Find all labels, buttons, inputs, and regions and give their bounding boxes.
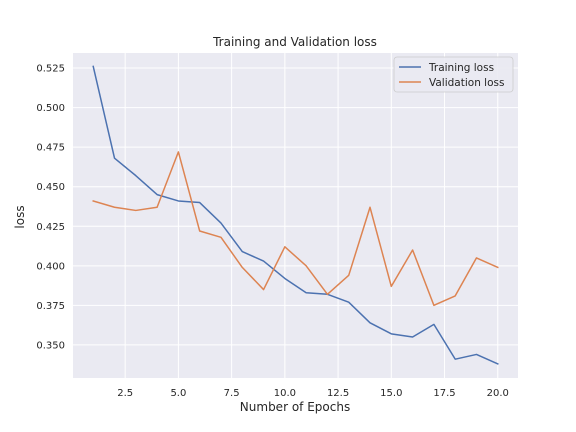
y-tick-label: 0.525 [36, 64, 65, 75]
legend-label: Validation loss [429, 77, 504, 89]
series-lines [92, 65, 499, 365]
y-tick-label: 0.500 [36, 103, 65, 114]
x-tick-labels: 2.5 5.0 7.5 10.0 12.5 15.0 17.5 20.0 [117, 388, 509, 399]
y-axis-label: loss [13, 205, 27, 228]
y-tick-label: 0.425 [36, 222, 65, 233]
x-tick-label: 10.0 [274, 388, 296, 399]
legend-box [393, 56, 514, 93]
y-tick-label: 0.400 [36, 261, 65, 272]
y-tick-labels: 0.350 0.375 0.400 0.425 0.450 0.475 0.500 0.525 [36, 64, 65, 352]
x-axis-label: Number of Epochs [240, 400, 350, 414]
x-tick-label: 17.5 [433, 388, 455, 399]
legend-label: Training loss [428, 62, 494, 74]
x-tick-label: 5.0 [170, 388, 186, 399]
y-tick-label: 0.375 [36, 301, 65, 312]
chart-title: Training and Validation loss [212, 35, 377, 49]
x-tick-label: 7.5 [224, 388, 240, 399]
x-tick-label: 2.5 [117, 388, 133, 399]
x-tick-label: 12.5 [327, 388, 349, 399]
plot-area [73, 53, 518, 378]
y-tick-label: 0.350 [36, 340, 65, 351]
y-tick-label: 0.475 [36, 143, 65, 154]
series-line-validation-loss [92, 151, 499, 307]
x-tick-label: 20.0 [487, 388, 509, 399]
grid-lines [73, 53, 518, 378]
series-line-training-loss [92, 65, 499, 365]
x-tick-label: 15.0 [380, 388, 402, 399]
legend: Training loss Validation loss [393, 56, 514, 93]
y-tick-label: 0.450 [36, 182, 65, 193]
